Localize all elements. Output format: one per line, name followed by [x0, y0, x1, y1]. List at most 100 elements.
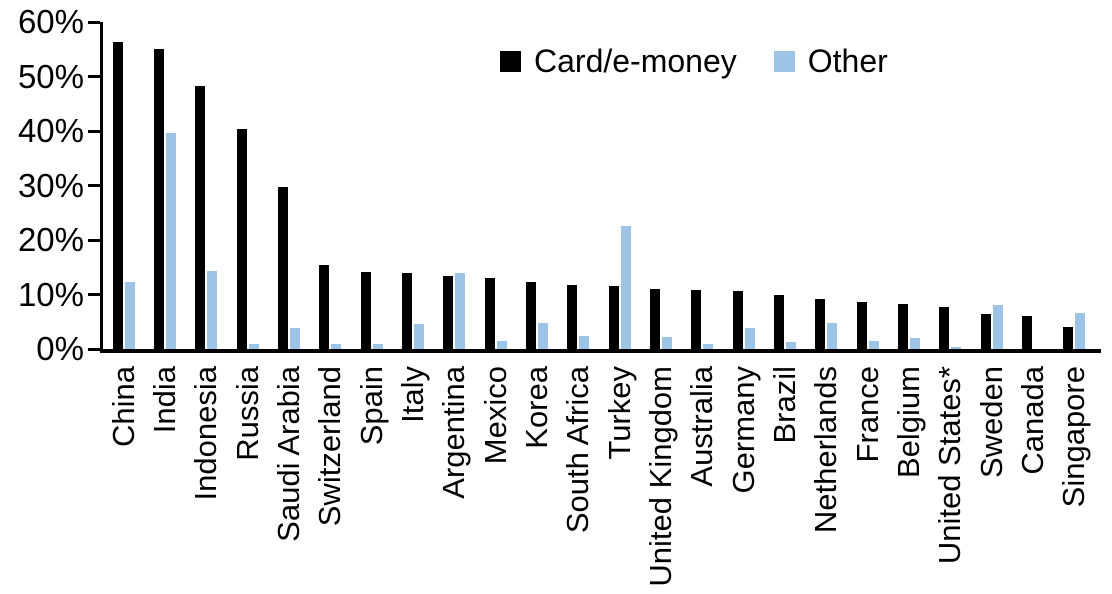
bar-other — [909, 338, 920, 349]
x-axis-label: Canada — [1014, 366, 1050, 475]
x-axis-label-cell: United States* — [930, 366, 971, 594]
bar-other — [703, 343, 714, 349]
legend: Card/e-money Other — [500, 45, 888, 77]
bar-card-e-money — [525, 281, 536, 349]
bar-card-e-money — [1021, 316, 1032, 349]
bar-group — [1054, 22, 1095, 349]
bar-group — [847, 22, 888, 349]
card-e-money-swatch-icon — [500, 50, 521, 72]
bar-group — [599, 22, 640, 349]
bar-other — [207, 270, 218, 349]
bar-card-e-money — [277, 186, 288, 349]
legend-item-other: Other — [773, 43, 888, 79]
bar-other — [661, 337, 672, 349]
x-axis-label: Saudi Arabia — [270, 366, 306, 542]
y-axis-tick — [88, 20, 100, 24]
bar-group — [682, 22, 723, 349]
x-axis-label-cell: Argentina — [434, 366, 475, 594]
bar-other — [620, 226, 631, 349]
bar-card-e-money — [112, 42, 123, 349]
x-axis-label-cell: Singapore — [1054, 366, 1095, 594]
bar-card-e-money — [360, 271, 371, 349]
y-axis-tick — [88, 184, 100, 187]
y-axis-tick-label: 60% — [17, 3, 84, 40]
bar-other — [165, 133, 176, 349]
bar-card-e-money — [319, 264, 330, 349]
bar-card-e-money — [691, 290, 702, 349]
legend-label-card-e-money: Card/e-money — [534, 43, 737, 79]
bar-card-e-money — [980, 313, 991, 349]
y-axis-tick — [88, 293, 100, 296]
y-axis-tick — [88, 75, 100, 78]
x-axis-label: Indonesia — [188, 366, 224, 501]
x-axis-label-cell: Turkey — [599, 366, 640, 594]
y-axis-tick — [88, 129, 100, 133]
x-axis-line — [100, 349, 1101, 353]
bar-card-e-money — [484, 278, 495, 349]
x-axis-label: United States* — [932, 366, 968, 565]
bar-group — [558, 22, 599, 349]
x-axis-label-cell: France — [847, 366, 888, 594]
bar-card-e-money — [236, 129, 247, 349]
x-axis-label: Spain — [353, 366, 389, 446]
plot-area — [103, 22, 1095, 349]
bar-other — [413, 324, 424, 349]
x-axis-label: Belgium — [890, 366, 926, 478]
bar-card-e-money — [732, 291, 743, 349]
bar-group — [227, 22, 268, 349]
x-axis-label-cell: Belgium — [888, 366, 929, 594]
x-axis-label: Russia — [229, 366, 265, 461]
x-axis-label-cell: United Kingdom — [640, 366, 681, 594]
bar-other — [827, 323, 838, 349]
bar-other — [744, 328, 755, 349]
bar-group — [392, 22, 433, 349]
x-axis-label: Netherlands — [808, 366, 844, 534]
bar-card-e-money — [1063, 327, 1074, 349]
bar-group — [268, 22, 309, 349]
y-axis-tick-label: 10% — [17, 275, 84, 313]
bar-group — [310, 22, 351, 349]
x-axis-label-cell: Canada — [1012, 366, 1053, 594]
x-axis-label-cell: Spain — [351, 366, 392, 594]
bar-group — [888, 22, 929, 349]
x-axis-label: Italy — [394, 366, 430, 423]
x-axis-labels: China India Indonesia Russia Saudi Arabia Swi… — [103, 366, 1095, 594]
bar-card-e-money — [897, 304, 908, 349]
bar-group — [723, 22, 764, 349]
bar-card-e-money — [608, 285, 619, 349]
x-axis-label-cell: Sweden — [971, 366, 1012, 594]
y-axis-tick-label: 30% — [17, 166, 84, 204]
x-axis-label: United Kingdom — [642, 366, 678, 587]
bar-other — [124, 281, 135, 349]
bar-other — [537, 323, 548, 349]
x-axis-label: Sweden — [973, 366, 1009, 479]
bar-other — [992, 305, 1003, 349]
x-axis-label-cell: Netherlands — [806, 366, 847, 594]
bar-card-e-money — [443, 275, 454, 349]
x-axis-label: Switzerland — [312, 366, 348, 527]
x-axis-label-cell: Russia — [227, 366, 268, 594]
bar-other — [785, 342, 796, 349]
x-axis-label: Singapore — [1056, 366, 1092, 508]
x-axis-label-cell: Indonesia — [186, 366, 227, 594]
bar-card-e-money — [939, 306, 950, 349]
x-axis-label: Australia — [684, 366, 720, 487]
bar-other — [248, 343, 259, 349]
bar-group — [186, 22, 227, 349]
x-axis-label-cell: Brazil — [764, 366, 805, 594]
bar-group — [516, 22, 557, 349]
x-axis-label-cell: Mexico — [475, 366, 516, 594]
y-axis-tick — [88, 347, 100, 351]
bar-card-e-money — [649, 289, 660, 349]
x-axis-label: Korea — [518, 366, 554, 449]
y-axis-tick-label: 50% — [17, 57, 84, 95]
x-axis-label-cell: Korea — [516, 366, 557, 594]
bar-group — [475, 22, 516, 349]
x-axis-label-cell: Saudi Arabia — [268, 366, 309, 594]
x-axis-label: Germany — [725, 366, 761, 494]
x-axis-label: India — [146, 366, 182, 434]
legend-label-other: Other — [807, 43, 888, 79]
x-axis-label: France — [849, 366, 885, 463]
bar-card-e-money — [195, 85, 206, 349]
bar-other — [455, 273, 466, 349]
